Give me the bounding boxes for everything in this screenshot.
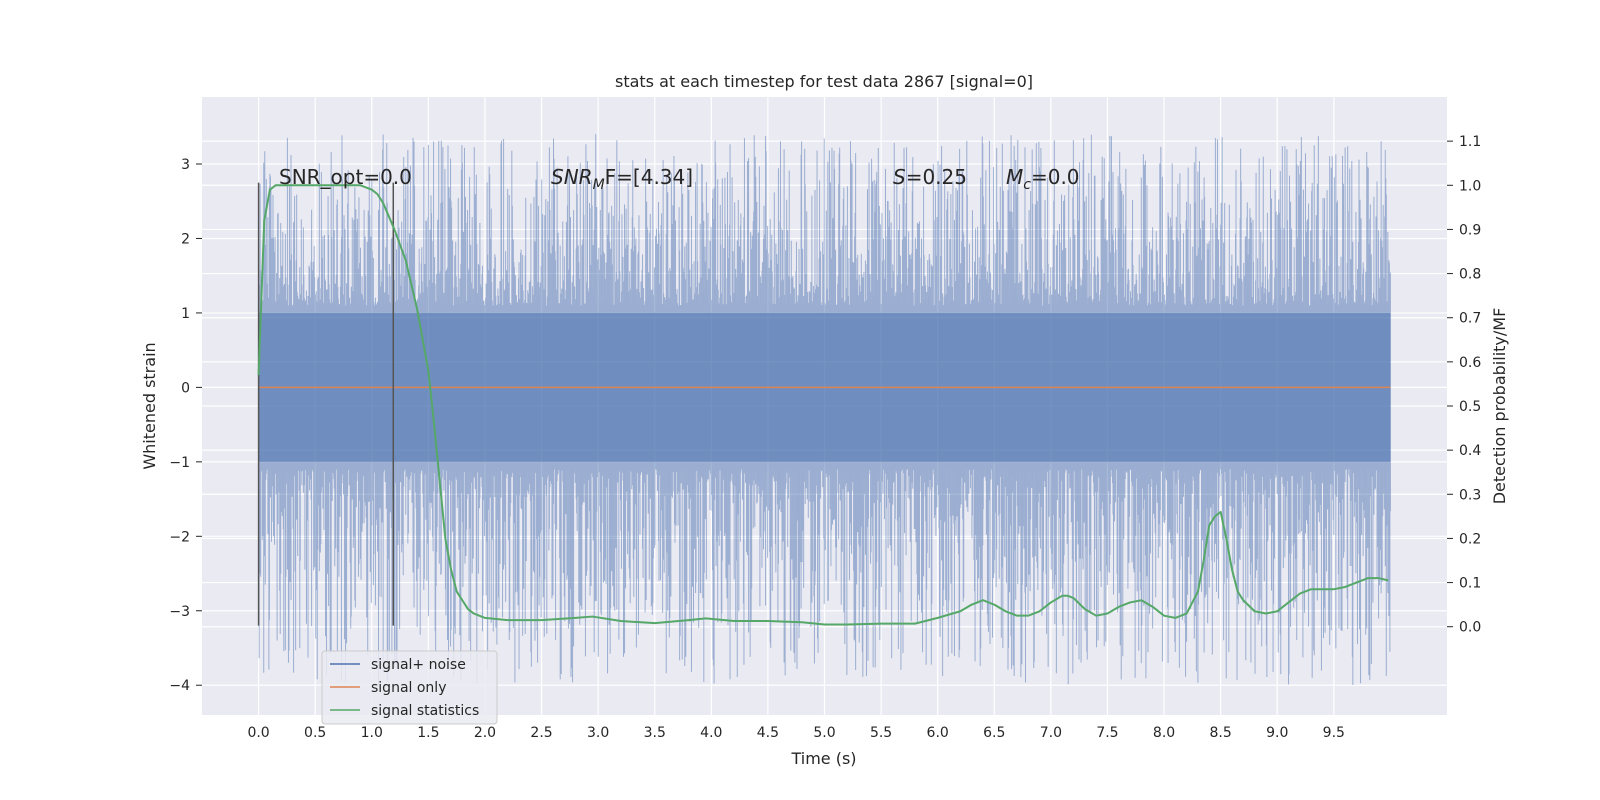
- right-y-axis-ticks: 0.0 0.1 0.2 0.3 0.4 0.5 0.6 0.7 0.8 0.9 1.0 1.1: [1447, 134, 1481, 636]
- x-tick-label: 6.5: [983, 725, 1005, 741]
- legend-label-signal-only: signal only: [371, 680, 446, 696]
- y-tick-label: −3: [169, 604, 190, 620]
- x-tick-label: 8.0: [1153, 725, 1175, 741]
- right-y-tick-label: 0.8: [1459, 267, 1481, 283]
- line-series: [257, 182, 1391, 626]
- annotation-mc-value: =0.0: [1031, 165, 1080, 189]
- annotation-snr-mf: SNRMF=[4.34]: [551, 165, 693, 193]
- right-y-tick-label: 0.3: [1459, 487, 1481, 503]
- right-y-tick-label: 0.5: [1459, 399, 1481, 415]
- right-y-tick-label: 1.0: [1459, 178, 1481, 194]
- annotation-mc-main: M: [1006, 165, 1023, 189]
- x-tick-label: 2.0: [474, 725, 496, 741]
- annotation-snr-mf-main: SNR: [551, 165, 593, 189]
- right-y-tick-label: 0.0: [1459, 620, 1481, 636]
- y-axis-label: Whitened strain: [140, 342, 159, 469]
- x-tick-label: 2.5: [530, 725, 552, 741]
- chart-title: stats at each timestep for test data 286…: [615, 72, 1033, 91]
- y-tick-label: −2: [169, 529, 190, 545]
- right-y-tick-label: 1.1: [1459, 134, 1481, 150]
- x-tick-label: 9.5: [1323, 725, 1345, 741]
- annotations: SNR_opt=0.0 SNRMF=[4.34] S=0.25 Mc=0.0: [279, 165, 1080, 193]
- x-tick-label: 5.5: [870, 725, 892, 741]
- y-tick-label: −1: [169, 455, 190, 471]
- annotation-mc-sub: c: [1023, 177, 1031, 193]
- x-tick-label: 6.0: [927, 725, 949, 741]
- x-tick-label: 8.5: [1210, 725, 1232, 741]
- x-tick-label: 5.0: [813, 725, 835, 741]
- annotation-s-value: =0.25: [906, 165, 967, 189]
- y-axis-ticks: −4 −3 −2 −1 0 1 2 3: [169, 157, 202, 694]
- x-axis-ticks: 0.0 0.5 1.0 1.5 2.0 2.5 3.0 3.5 4.0 4.5 5.0 5.5 6.0 6…: [247, 725, 1344, 741]
- x-tick-label: 1.0: [361, 725, 383, 741]
- right-y-tick-label: 0.7: [1459, 311, 1481, 327]
- x-tick-label: 0.0: [247, 725, 269, 741]
- right-y-axis-label: Detection probability/MF: [1490, 308, 1509, 505]
- y-tick-label: 3: [181, 157, 190, 173]
- x-tick-label: 7.0: [1040, 725, 1062, 741]
- y-tick-label: −4: [169, 678, 190, 694]
- right-y-tick-label: 0.6: [1459, 355, 1481, 371]
- x-tick-label: 3.5: [644, 725, 666, 741]
- legend: signal+ noise signal only signal statist…: [321, 650, 498, 725]
- annotation-snr-opt: SNR_opt=0.0: [279, 165, 412, 189]
- x-tick-label: 1.5: [417, 725, 439, 741]
- x-tick-label: 3.0: [587, 725, 609, 741]
- annotation-s: S=0.25: [893, 165, 967, 189]
- right-y-tick-label: 0.9: [1459, 222, 1481, 238]
- legend-box: [321, 650, 498, 725]
- y-tick-label: 1: [181, 306, 190, 322]
- legend-label-signal-statistics: signal statistics: [371, 703, 479, 719]
- annotation-mc: Mc=0.0: [1006, 165, 1080, 193]
- x-tick-label: 0.5: [304, 725, 326, 741]
- x-tick-label: 9.0: [1266, 725, 1288, 741]
- y-tick-label: 2: [181, 231, 190, 247]
- annotation-s-main: S: [893, 165, 906, 189]
- right-y-tick-label: 0.1: [1459, 576, 1481, 592]
- x-tick-label: 4.0: [700, 725, 722, 741]
- signal-statistics-line: [257, 184, 1389, 626]
- legend-label-signal-noise: signal+ noise: [371, 657, 466, 673]
- x-tick-label: 7.5: [1096, 725, 1118, 741]
- x-tick-label: 4.5: [757, 725, 779, 741]
- x-axis-label: Time (s): [790, 749, 856, 768]
- y-tick-label: 0: [181, 380, 190, 396]
- right-y-tick-label: 0.4: [1459, 443, 1481, 459]
- annotation-snr-mf-sub: M: [593, 177, 605, 193]
- annotation-snr-mf-value: F=[4.34]: [605, 165, 693, 189]
- right-y-tick-label: 0.2: [1459, 531, 1481, 547]
